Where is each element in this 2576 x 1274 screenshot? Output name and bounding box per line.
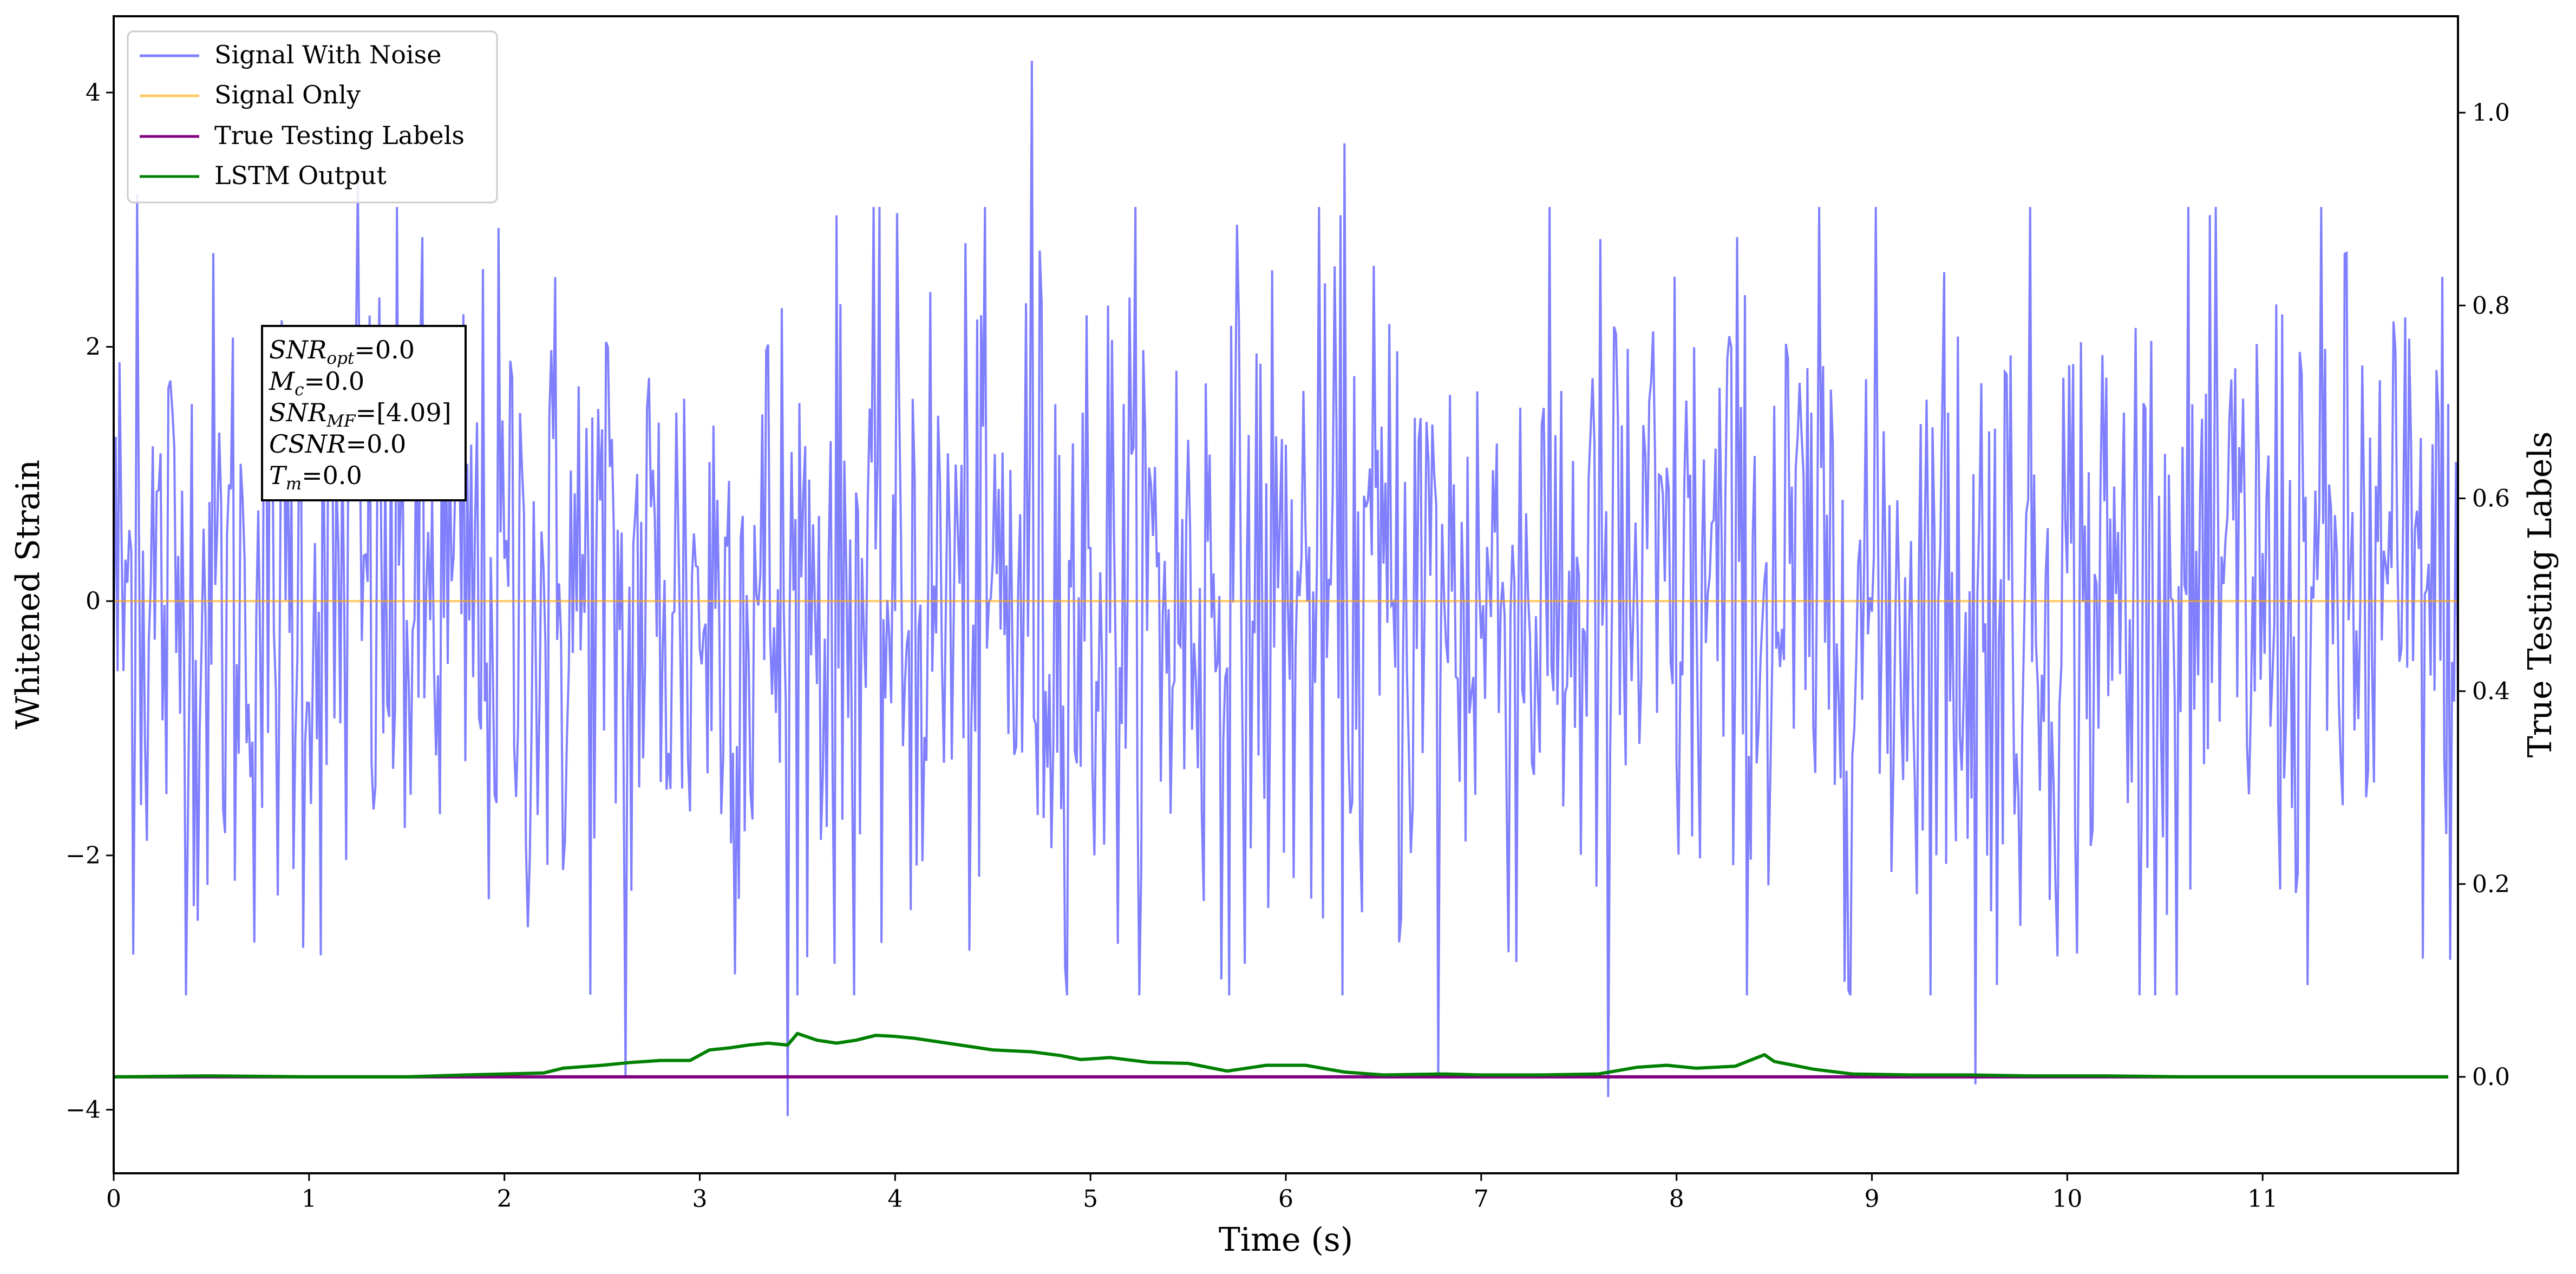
x-tick-label: 2 <box>497 1185 512 1213</box>
y-left-tick-label: −4 <box>66 1096 101 1124</box>
y-left-tick-label: 2 <box>86 334 101 361</box>
x-tick-label: 3 <box>692 1185 708 1213</box>
legend-label-signal-with-noise: Signal With Noise <box>214 40 441 69</box>
y-left-tick-label: 0 <box>86 587 101 615</box>
info-tm-symbol: T <box>269 461 287 490</box>
y-axis-right-title: True Testing Labels <box>2521 432 2559 758</box>
info-snr-opt-value: =0.0 <box>354 335 415 364</box>
plot-area <box>114 61 2458 1116</box>
info-mc-value: =0.0 <box>304 367 364 396</box>
x-tick-label: 6 <box>1278 1185 1293 1213</box>
x-axis-title: Time (s) <box>1219 1221 1353 1259</box>
x-tick-label: 4 <box>887 1185 903 1213</box>
info-mc: Mc=0.0 <box>269 367 364 400</box>
legend-label-signal-only: Signal Only <box>214 80 361 109</box>
info-snr-opt: SNRopt=0.0 <box>269 335 415 368</box>
y-right-tick-label: 0.2 <box>2472 871 2510 898</box>
info-snr-mf-sub: MF <box>326 411 356 431</box>
info-tm-sub: m <box>286 474 302 494</box>
x-tick-label: 7 <box>1474 1185 1489 1213</box>
info-csnr: CSNR=0.0 <box>269 429 406 459</box>
y-right-tick-label: 0.0 <box>2472 1063 2510 1091</box>
x-tick-label: 9 <box>1865 1185 1880 1213</box>
info-tm: Tm=0.0 <box>269 461 362 494</box>
info-mc-sub: c <box>295 380 304 400</box>
info-csnr-value: =0.0 <box>346 429 407 459</box>
info-mc-symbol: M <box>269 367 296 396</box>
y-right-tick-label: 1.0 <box>2472 99 2510 127</box>
info-tm-value: =0.0 <box>302 461 362 490</box>
info-box-frame <box>261 325 467 501</box>
legend-label-true-testing-labels: True Testing Labels <box>214 121 465 150</box>
info-snr-mf-symbol: SNR <box>269 398 326 427</box>
x-tick-label: 1 <box>302 1185 317 1213</box>
y-axis-left-title: Whitened Strain <box>9 460 47 729</box>
legend-label-lstm-output: LSTM Output <box>214 161 387 190</box>
x-tick-label: 0 <box>106 1185 121 1213</box>
y-right-tick-label: 0.4 <box>2472 678 2510 705</box>
series-line-lstm-output <box>114 1031 2448 1079</box>
info-snr-mf: SNRMF=[4.09] <box>269 398 452 431</box>
y-right-tick-label: 0.6 <box>2472 485 2510 512</box>
legend-frame <box>127 30 498 204</box>
y-left-tick-label: −2 <box>66 842 101 870</box>
info-snr-mf-value: =[4.09] <box>356 398 452 427</box>
x-tick-label: 8 <box>1669 1185 1684 1213</box>
x-tick-label: 11 <box>2247 1185 2278 1213</box>
info-snr-opt-symbol: SNR <box>269 335 326 364</box>
y-right-tick-label: 0.8 <box>2472 292 2510 319</box>
legend: Signal With Noise Signal Only True Testi… <box>127 30 498 204</box>
info-box: SNRopt=0.0 Mc=0.0 SNRMF=[4.09] CSNR=0.0 … <box>261 325 467 501</box>
y-axis-right: 0.0 0.2 0.4 0.6 0.8 1.0 <box>2458 99 2510 1091</box>
y-axis-left: −4 −2 0 2 4 <box>66 79 114 1124</box>
x-tick-label: 5 <box>1083 1185 1098 1213</box>
x-tick-label: 10 <box>2052 1185 2082 1213</box>
info-csnr-symbol: CSNR <box>269 429 346 459</box>
info-snr-opt-sub: opt <box>326 349 355 368</box>
x-axis: 0 1 2 3 4 5 6 7 8 9 10 11 <box>106 1173 2278 1213</box>
series-line-signal-with-noise <box>114 61 2458 1116</box>
y-left-tick-label: 4 <box>86 79 101 107</box>
